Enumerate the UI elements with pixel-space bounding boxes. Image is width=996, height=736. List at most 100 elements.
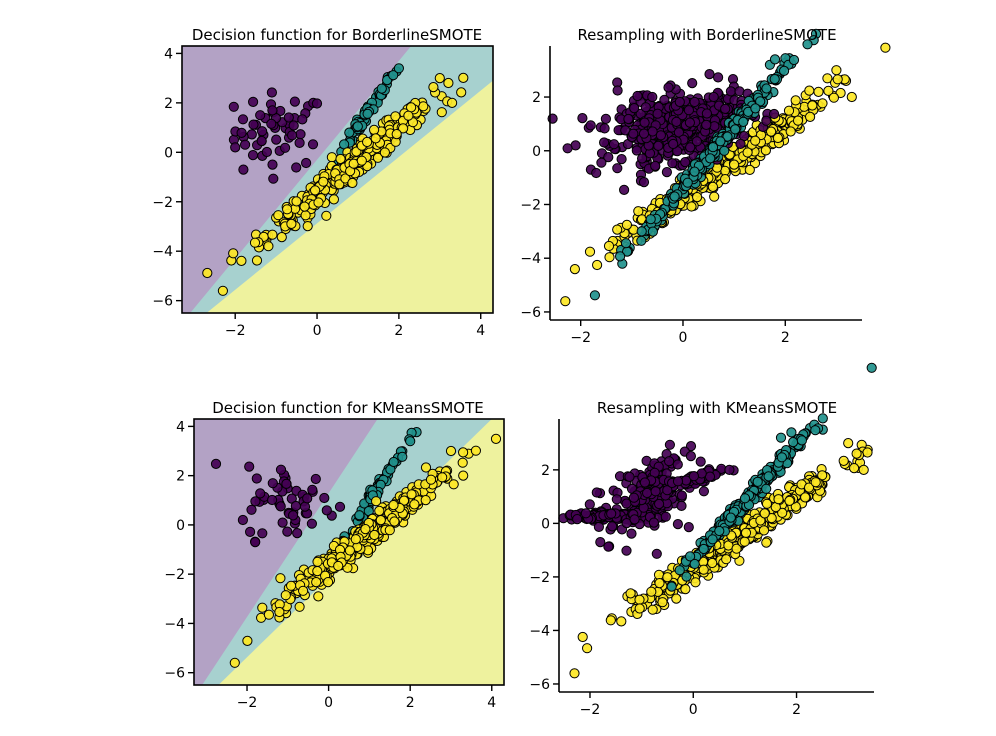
scatter-point (379, 147, 390, 158)
scatter-point (686, 201, 697, 212)
region-class-0 (194, 419, 378, 685)
y-tick-label: −6 (520, 305, 541, 321)
scatter-point (299, 201, 310, 212)
scatter-point (621, 545, 632, 556)
scatter-point (684, 117, 696, 128)
scatter-point (420, 495, 431, 506)
scatter-point (312, 556, 323, 567)
scatter-point (647, 604, 658, 615)
scatter-point (633, 206, 644, 217)
scatter-point (713, 72, 724, 83)
scatter-point (724, 464, 735, 475)
scatter-point (612, 224, 623, 235)
y-tick-label: 2 (541, 463, 550, 479)
scatter-point (403, 110, 414, 121)
scatter-point (715, 136, 726, 147)
scatter-point (619, 184, 630, 195)
scatter-point (674, 96, 685, 108)
scatter-point (388, 500, 399, 511)
scatter-point (245, 526, 256, 538)
scatter-point (362, 108, 373, 119)
scatter-point (851, 448, 862, 459)
scatter-point (822, 73, 833, 84)
scatter-point (640, 102, 651, 113)
scatter-point (615, 251, 626, 262)
scatter-point (638, 128, 650, 139)
scatter-point (636, 226, 647, 237)
scatter-point (267, 159, 278, 170)
scatter-point (783, 105, 795, 116)
scatter-point (761, 115, 772, 126)
scatter-point (750, 135, 761, 146)
scatter-point (277, 517, 288, 528)
scatter-point (651, 548, 662, 559)
scatter-point (707, 142, 719, 153)
scatter-point (313, 591, 324, 602)
scatter-point (334, 179, 345, 190)
x-tick-label: 4 (487, 695, 496, 711)
y-tick-label: −2 (152, 195, 173, 211)
x-tick-label: 2 (406, 695, 415, 711)
scatter-point (657, 597, 668, 608)
y-tick-label: −4 (520, 251, 541, 267)
scatter-point (263, 609, 274, 620)
scatter-point (391, 129, 402, 140)
scatter-point (280, 142, 291, 153)
scatter-point (707, 534, 718, 545)
scatter-point (445, 445, 457, 457)
scatter-point (689, 96, 700, 108)
scatter-point (813, 86, 824, 98)
scatter-point (282, 204, 293, 215)
scatter-point (375, 515, 386, 526)
scatter-point (654, 498, 665, 510)
y-tick-label: −4 (529, 623, 550, 639)
panel-decision-borderline: −2 0 2 4 4 2 0 −2 −4 −6 Decision function for Bor… (152, 26, 494, 339)
scatter-point (300, 210, 311, 221)
scatter-point (266, 87, 277, 98)
scatter-point (585, 120, 596, 131)
y-tick-label: 2 (532, 90, 541, 106)
scatter-point (274, 606, 285, 618)
scatter-point (603, 152, 614, 163)
scatter-point (286, 580, 297, 591)
scatter-point (302, 221, 313, 232)
scatter-point (676, 500, 687, 511)
scatter-point (595, 537, 606, 548)
scatter-point (242, 635, 253, 647)
scatter-point (328, 194, 339, 205)
scatter-point (257, 528, 268, 539)
scatter-point (730, 124, 741, 135)
scatter-point (669, 191, 680, 202)
scatter-point (311, 98, 323, 109)
scatter-point (725, 86, 737, 97)
scatter-point (612, 163, 623, 174)
scatter-point (344, 545, 355, 556)
scatter-point (792, 115, 804, 126)
scatter-point (298, 585, 309, 596)
scatter-point (634, 594, 645, 605)
x-tick-label: −2 (580, 702, 601, 718)
scatter-point (443, 77, 454, 89)
scatter-point (639, 477, 651, 488)
scatter-point (280, 590, 291, 601)
x-tick-label: −2 (225, 323, 246, 339)
chart-title: Resampling with BorderlineSMOTE (577, 26, 836, 44)
scatter-point (297, 114, 308, 125)
scatter-point (683, 522, 694, 533)
scatter-point (689, 558, 700, 570)
scatter-point (628, 128, 639, 139)
scatter-points (547, 28, 891, 307)
axes: −2 0 2 4 4 2 0 −2 −4 −6 (152, 45, 494, 339)
scatter-point (832, 74, 843, 85)
y-tick-label: −2 (520, 197, 541, 213)
scatter-point (591, 487, 602, 498)
scatter-point (680, 584, 691, 595)
chart-title: Resampling with KMeansSMOTE (597, 399, 837, 417)
panel-decision-kmeans: −2 0 2 4 4 2 0 −2 −4 −6 Decision function for KMe… (164, 399, 505, 711)
scatter-point (312, 566, 323, 577)
scatter-point (823, 85, 834, 97)
scatter-point (667, 158, 678, 169)
scatter-point (388, 456, 399, 468)
scatter-point (370, 133, 381, 144)
scatter-point (639, 117, 650, 128)
